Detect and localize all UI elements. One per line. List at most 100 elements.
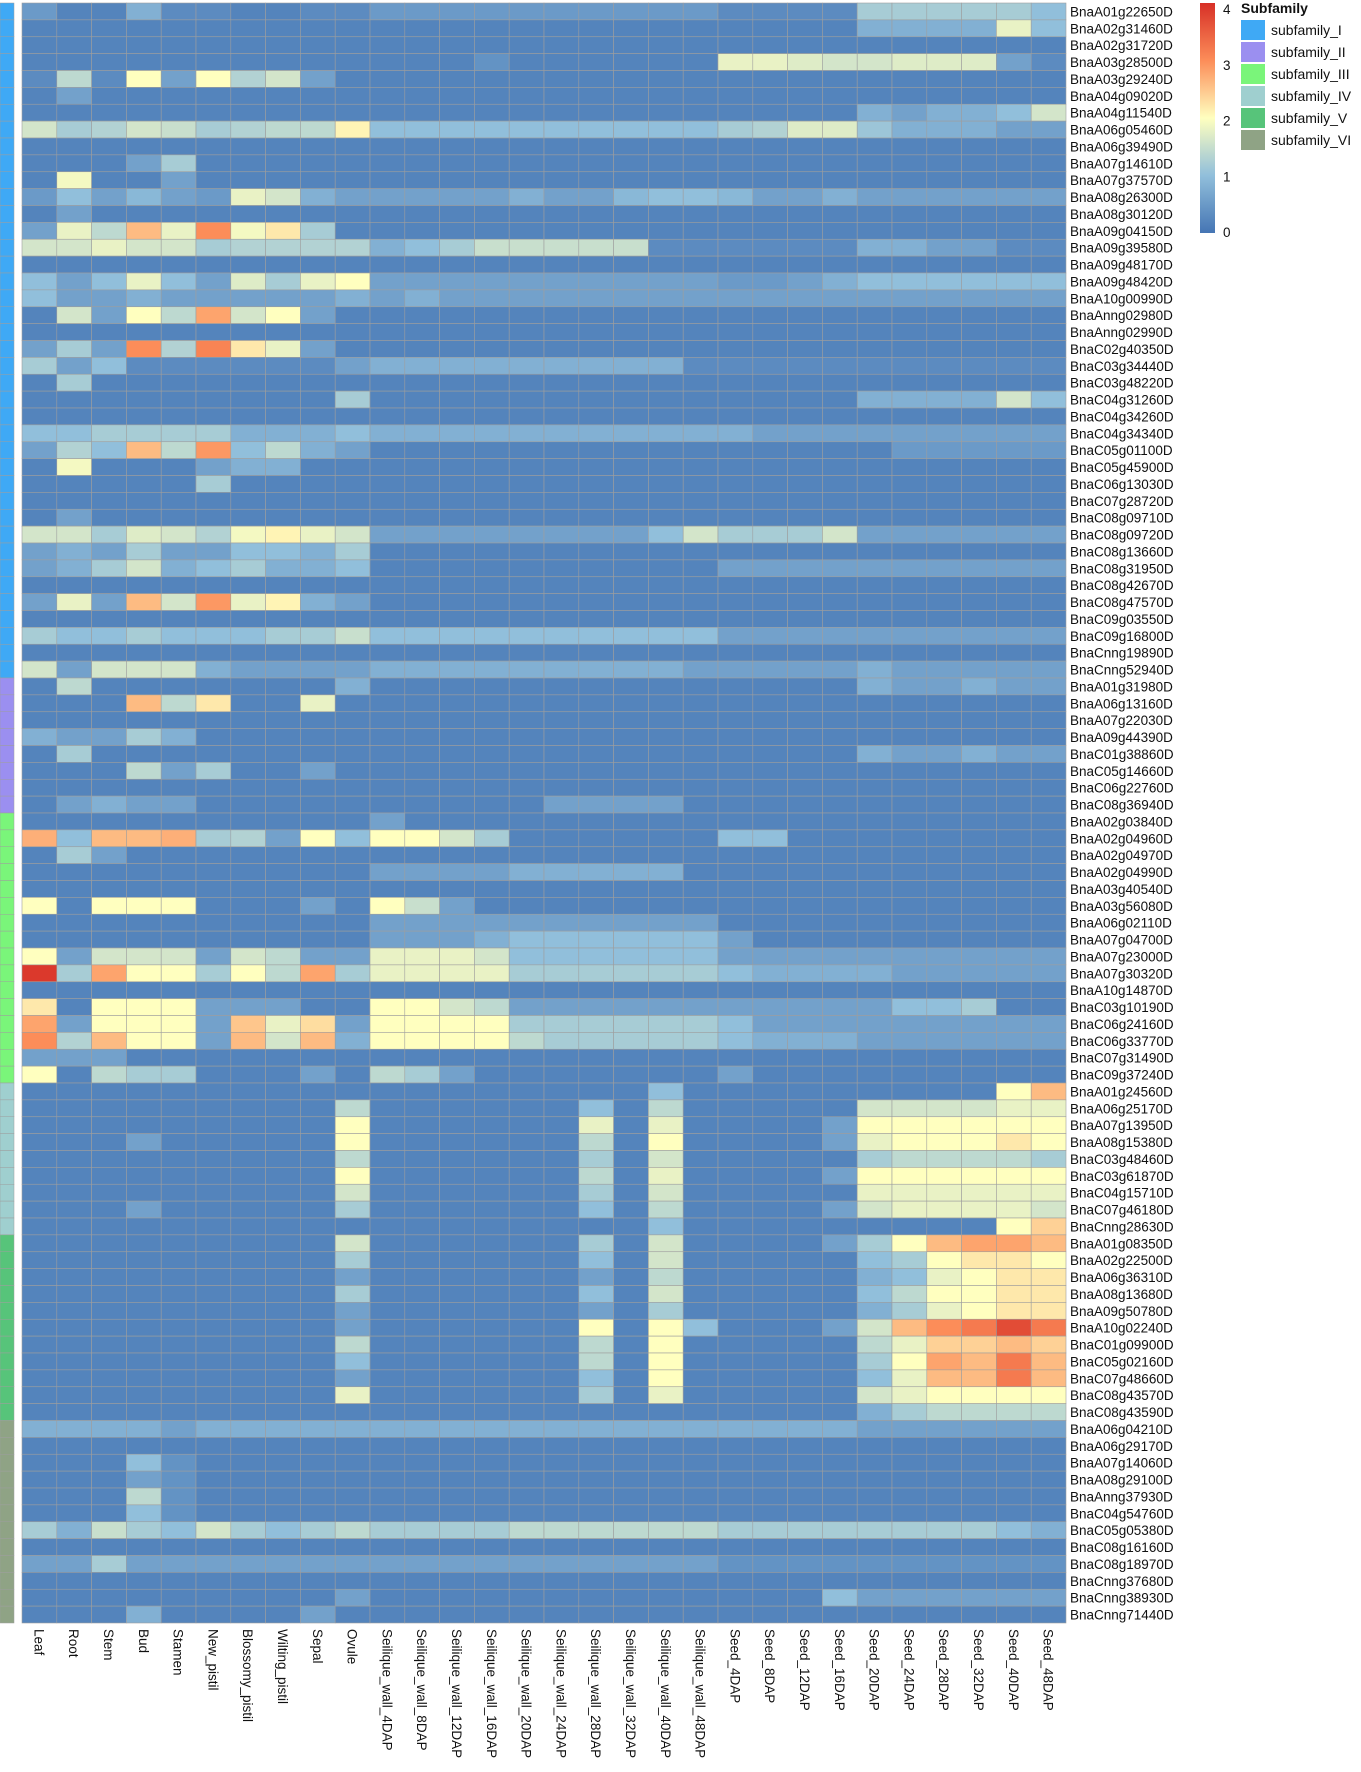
heatmap-cell — [648, 1605, 684, 1624]
heatmap-cell — [682, 998, 719, 1016]
heatmap-cell — [891, 812, 928, 831]
heatmap-cell — [474, 357, 510, 375]
heatmap-cell — [265, 1487, 301, 1506]
heatmap-cell — [648, 441, 684, 459]
heatmap-cell — [334, 87, 371, 105]
heatmap-cell — [717, 964, 754, 983]
heatmap-cell — [126, 829, 162, 848]
heatmap-cell — [856, 1015, 893, 1033]
heatmap-cell — [21, 1200, 58, 1219]
heatmap-cell — [961, 728, 997, 746]
heatmap-cell — [265, 1217, 301, 1236]
heatmap-cell — [613, 323, 649, 341]
column-label: Seed_28DAP — [936, 1629, 951, 1711]
heatmap-cell — [369, 1302, 406, 1320]
heatmap-cell — [334, 1386, 371, 1404]
heatmap-cell — [300, 559, 336, 578]
heatmap-cell — [787, 1217, 823, 1236]
heatmap-cell — [439, 1386, 475, 1404]
heatmap-cell — [578, 627, 614, 645]
heatmap-cell — [648, 492, 684, 510]
heatmap-cell — [404, 407, 440, 426]
heatmap-cell — [787, 1588, 823, 1607]
heatmap-cell — [126, 1420, 162, 1438]
heatmap-cell — [996, 981, 1032, 999]
heatmap-cell — [56, 1183, 92, 1202]
heatmap-cell — [439, 576, 475, 594]
heatmap-cell — [787, 863, 823, 881]
heatmap-cell — [265, 1015, 301, 1033]
heatmap-cell — [856, 998, 893, 1016]
heatmap-cell — [996, 593, 1032, 611]
heatmap-cell — [91, 1555, 127, 1573]
heatmap-cell — [439, 981, 475, 999]
heatmap-cell — [1030, 1200, 1067, 1219]
heatmap-cell — [996, 424, 1032, 443]
heatmap-cell — [961, 1318, 997, 1337]
heatmap-cell — [578, 1470, 614, 1489]
heatmap-cell — [334, 357, 371, 375]
row-label: BnaA02g03840D — [1070, 814, 1173, 829]
subfamily-annotation-cell — [0, 1572, 15, 1590]
heatmap-cell — [891, 137, 928, 156]
heatmap-cell — [160, 812, 197, 831]
heatmap-cell — [91, 1302, 127, 1320]
heatmap-cell — [961, 880, 997, 898]
heatmap-cell — [265, 1183, 301, 1202]
heatmap-cell — [578, 1369, 614, 1388]
heatmap-cell — [334, 1555, 371, 1573]
heatmap-cell — [56, 289, 92, 308]
heatmap-cell — [474, 120, 510, 139]
heatmap-cell — [334, 154, 371, 173]
heatmap-cell — [56, 1302, 92, 1320]
heatmap-cell — [230, 542, 266, 561]
heatmap-cell — [787, 323, 823, 341]
heatmap-cell — [856, 1369, 893, 1388]
heatmap-cell — [752, 1167, 788, 1185]
heatmap-cell — [822, 1369, 858, 1388]
heatmap-cell — [195, 897, 232, 915]
heatmap-cell — [578, 913, 614, 932]
heatmap-cell — [856, 19, 893, 38]
heatmap-cell — [648, 795, 684, 814]
heatmap-cell — [474, 1504, 510, 1523]
heatmap-cell — [682, 1082, 719, 1101]
heatmap-cell — [56, 745, 92, 763]
heatmap-cell — [648, 1420, 684, 1438]
heatmap-cell — [856, 36, 893, 54]
heatmap-cell — [648, 1453, 684, 1472]
heatmap-cell — [891, 1015, 928, 1033]
subfamily-annotation-cell — [0, 306, 15, 324]
heatmap-cell — [1030, 36, 1067, 54]
heatmap-cell — [91, 1521, 127, 1539]
heatmap-cell — [508, 1352, 545, 1371]
subfamily-legend-title: Subfamily — [1241, 0, 1308, 16]
heatmap-cell — [21, 559, 58, 578]
heatmap-cell — [300, 745, 336, 763]
heatmap-cell — [334, 1302, 371, 1320]
subfamily-legend-label: subfamily_II — [1271, 44, 1346, 60]
heatmap-cell — [265, 1504, 301, 1523]
subfamily-annotation-cell — [0, 1521, 15, 1539]
heatmap-cell — [126, 998, 162, 1016]
heatmap-cell — [91, 1183, 127, 1202]
heatmap-cell — [822, 930, 858, 949]
heatmap-cell — [996, 205, 1032, 223]
heatmap-cell — [856, 1065, 893, 1084]
heatmap-cell — [961, 1217, 997, 1236]
heatmap-cell — [56, 53, 92, 71]
subfamily-annotation-cell — [0, 255, 15, 274]
heatmap-cell — [474, 1386, 510, 1404]
heatmap-cell — [787, 272, 823, 291]
heatmap-cell — [195, 694, 232, 713]
row-label: BnaA03g29240D — [1070, 72, 1173, 87]
heatmap-cell — [1030, 1487, 1067, 1506]
heatmap-cell — [474, 576, 510, 594]
heatmap-cell — [856, 525, 893, 544]
heatmap-cell — [91, 559, 127, 578]
heatmap-cell — [613, 812, 649, 831]
heatmap-cell — [891, 508, 928, 527]
heatmap-cell — [787, 1504, 823, 1523]
heatmap-cell — [334, 745, 371, 763]
heatmap-cell — [91, 1369, 127, 1388]
